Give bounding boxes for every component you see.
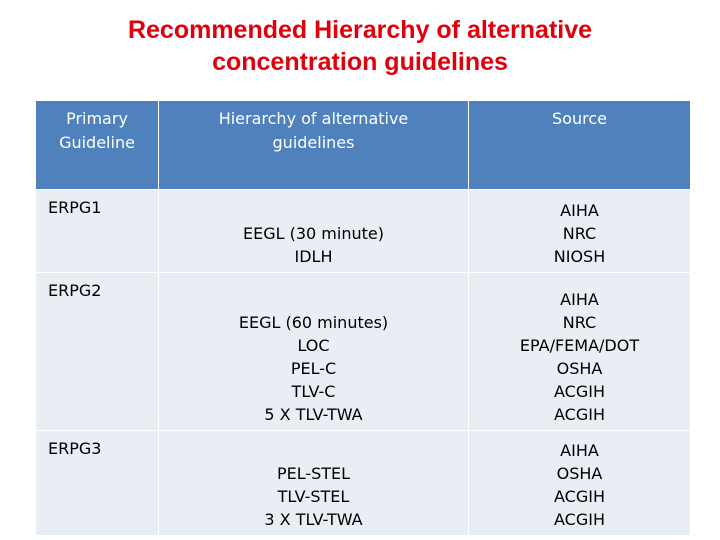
header-hierarchy: Hierarchy of alternative guidelines xyxy=(158,100,469,190)
title-line-2: concentration guidelines xyxy=(212,48,508,76)
source-cell: AIHA NRC EPA/FEMA/DOT OSHA ACGIH ACGIH xyxy=(468,272,691,431)
hierarchy-cell: EEGL (60 minutes) LOC PEL-C TLV-C 5 X TL… xyxy=(158,272,469,431)
primary-guideline-cell: ERPG3 xyxy=(35,430,159,536)
hierarchy-cell: EEGL (30 minute) IDLH xyxy=(158,189,469,273)
header-source: Source xyxy=(468,100,691,190)
slide-title: Recommended Hierarchy of alternative con… xyxy=(0,14,720,78)
table-row: ERPG1 EEGL (30 minute) IDLH AIHA NRC NIO… xyxy=(35,189,691,273)
table-row: ERPG2 EEGL (60 minutes) LOC PEL-C TLV-C … xyxy=(35,272,691,431)
title-line-1: Recommended Hierarchy of alternative xyxy=(127,16,593,44)
source-cell: AIHA OSHA ACGIH ACGIH xyxy=(468,430,691,536)
table-row: ERPG3 PEL-STEL TLV-STEL 3 X TLV-TWA AIHA… xyxy=(35,430,691,536)
guideline-table: Primary Guideline Hierarchy of alternati… xyxy=(35,100,691,536)
primary-guideline-cell: ERPG2 xyxy=(35,272,159,431)
source-cell: AIHA NRC NIOSH xyxy=(468,189,691,273)
header-row: Primary Guideline Hierarchy of alternati… xyxy=(35,100,691,190)
header-primary-guideline: Primary Guideline xyxy=(35,100,159,190)
hierarchy-cell: PEL-STEL TLV-STEL 3 X TLV-TWA xyxy=(158,430,469,536)
primary-guideline-cell: ERPG1 xyxy=(35,189,159,273)
